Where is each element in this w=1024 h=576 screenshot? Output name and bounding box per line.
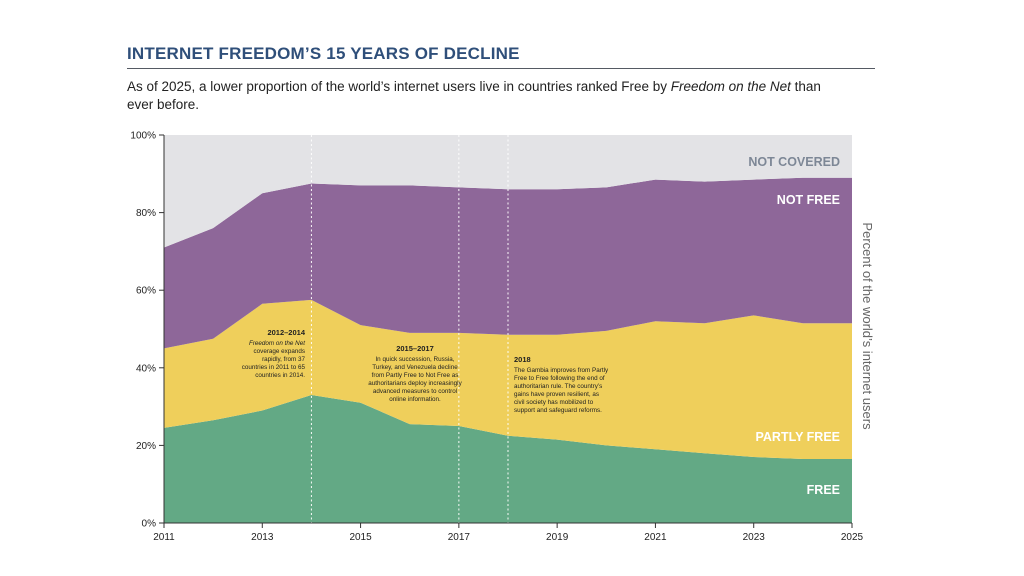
x-tick-label: 2013 [251, 532, 274, 543]
annotation-text-line: advanced measures to control [373, 388, 457, 395]
subtitle-text-1: As of 2025, a lower proportion of the wo… [127, 79, 671, 94]
x-tick-label: 2011 [153, 532, 175, 543]
subtitle-publication-name: Freedom on the Net [670, 79, 791, 94]
x-tick-label: 2019 [546, 532, 569, 543]
annotation-text-line: authoritarian rule. The country’s [514, 383, 602, 390]
chart-subtitle: As of 2025, a lower proportion of the wo… [127, 78, 847, 114]
x-tick-label: 2021 [644, 532, 667, 543]
x-tick-label: 2023 [743, 532, 766, 543]
subtitle-text-2: than ever before. [127, 79, 821, 112]
annotation-text-line: Free to Free following the end of [514, 375, 605, 382]
annotation-text-line: rapidly, from 37 [262, 356, 305, 363]
y-tick-label: 60% [136, 286, 156, 297]
annotation-2: 2015–2017 In quick succession, Russia,Tur… [368, 344, 462, 403]
area-not-free [164, 177, 852, 349]
annotation-text-line: Freedom on the Net [249, 340, 305, 347]
y-tick-label: 80% [136, 208, 156, 219]
y-axis-label: Percent of the world’s internet users [860, 222, 875, 430]
annotation-text-line: The Gambia improves from Partly [514, 367, 609, 374]
series-label-not-covered: NOT COVERED [748, 155, 840, 169]
series-label-free: FREE [807, 483, 840, 497]
x-tick-label: 2015 [349, 532, 372, 543]
annotation-text-line: Turkey, and Venezuela decline [372, 364, 458, 371]
series-labels-group: FREE PARTLY FREE NOT FREE NOT COVERED [748, 155, 840, 497]
era-divider-lines [310, 135, 509, 523]
annotation-text-line: countries in 2014. [255, 372, 305, 379]
annotation-text-line: gains have proven resilient, as [514, 391, 599, 398]
annotation-title: 2015–2017 [396, 344, 434, 353]
y-tick-label: 0% [142, 519, 157, 530]
title-divider [127, 68, 875, 69]
annotation-text-line: civil society has mobilized to [514, 399, 594, 406]
series-label-partly-free: PARTLY FREE [755, 430, 840, 444]
y-tick-label: 100% [130, 131, 156, 142]
chart-title: INTERNET FREEDOM’S 15 YEARS OF DECLINE [127, 44, 520, 63]
x-tick-label: 2017 [448, 532, 471, 543]
y-tick-label: 20% [136, 441, 156, 452]
axes-group: 0% 20% 40% 60% 80% 100% 2011 2013 2015 2017 2019 20… [130, 131, 875, 544]
annotation-text-line: In quick succession, Russia, [375, 356, 454, 363]
annotation-title: 2012–2014 [267, 328, 305, 337]
area-not-covered [164, 135, 852, 248]
y-tick-label: 40% [136, 363, 156, 374]
annotation-text-line: coverage expands [254, 348, 305, 355]
annotation-title: 2018 [514, 355, 531, 364]
x-tick-label: 2025 [841, 532, 864, 543]
series-label-not-free: NOT FREE [777, 193, 840, 207]
annotation-text-line: from Partly Free to Not Free as [372, 372, 459, 379]
annotation-3: 2018 The Gambia improves from PartlyFree … [514, 355, 609, 414]
annotation-text-line: online information. [389, 396, 441, 403]
annotation-text-line: authoritarians deploy increasingly [368, 380, 462, 387]
annotation-text-line: countries in 2011 to 65 [242, 364, 306, 371]
annotation-text-line: support and safeguard reforms. [514, 407, 602, 414]
